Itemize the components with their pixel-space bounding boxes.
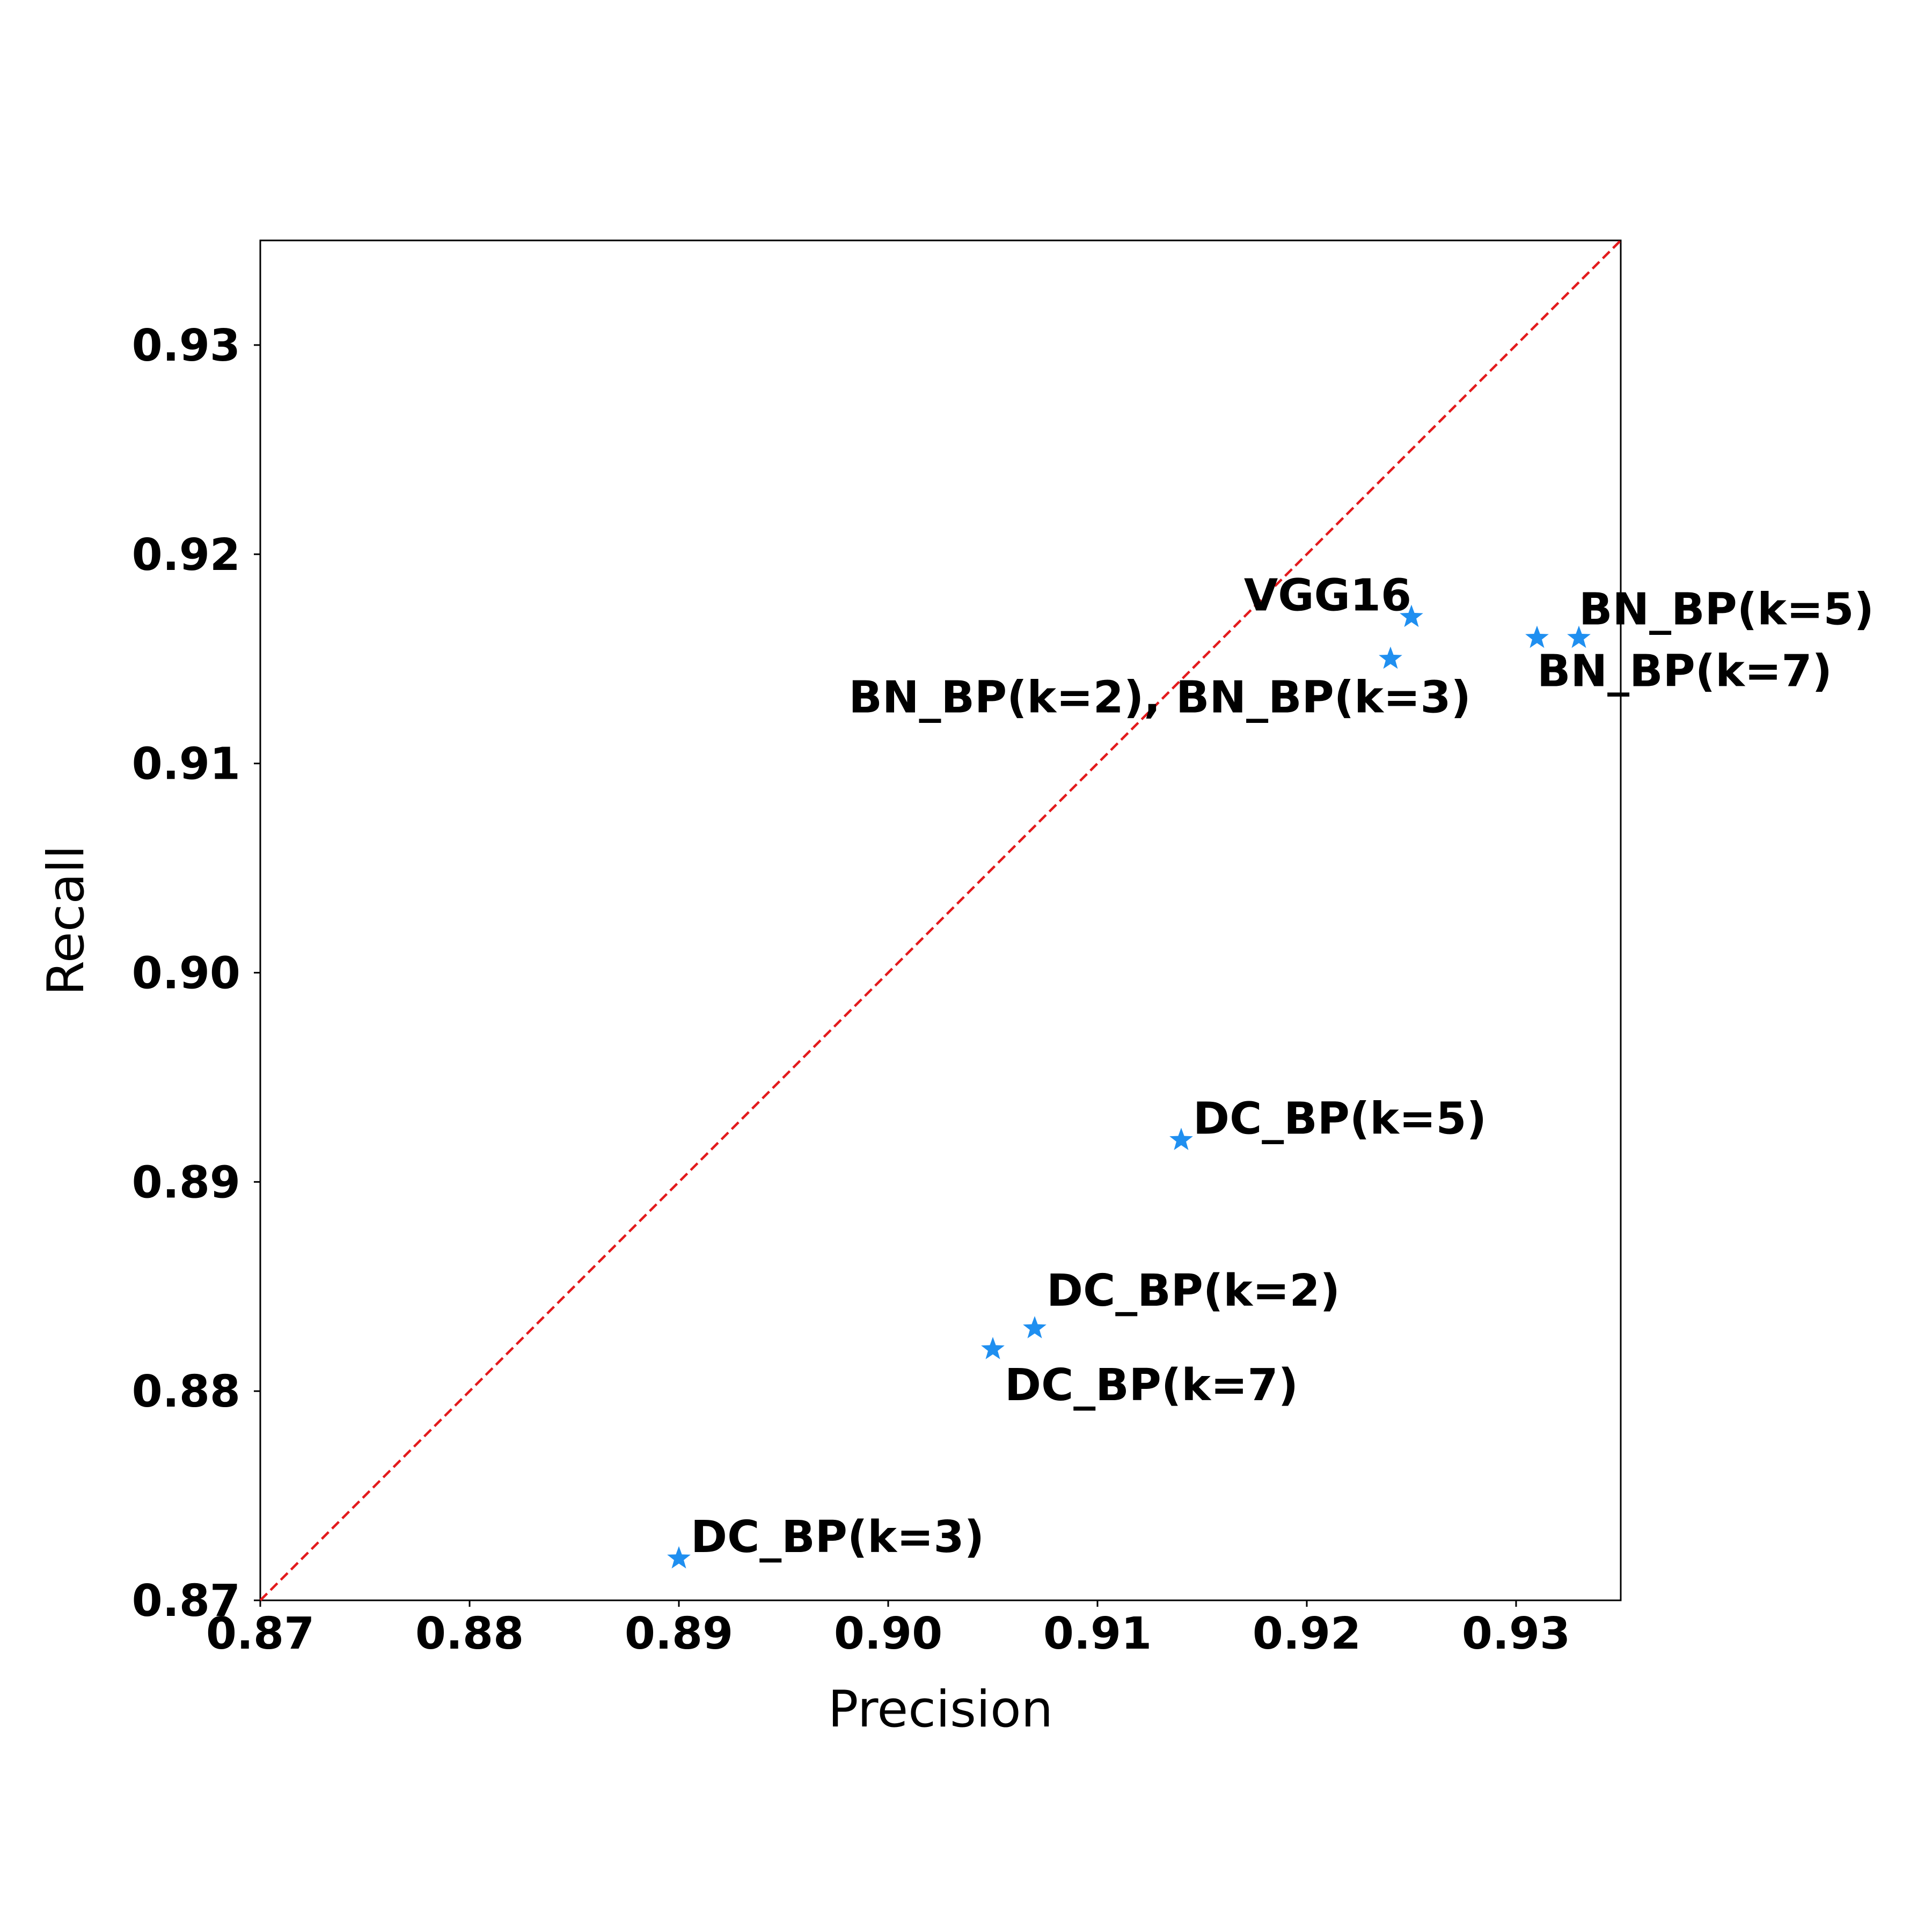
x-axis-label: Precision: [828, 1680, 1053, 1739]
x-tick-label: 0.88: [415, 1608, 524, 1659]
y-tick-label: 0.93: [132, 320, 240, 371]
x-tick-label: 0.91: [1043, 1608, 1152, 1659]
plot-area-frame: [259, 239, 1622, 1601]
point-label: DC_BP(k=7): [1005, 1360, 1298, 1411]
point-label: BN_BP(k=5): [1579, 584, 1874, 635]
star-marker: [1525, 625, 1549, 648]
star-marker: [1169, 1128, 1193, 1150]
y-tick-label: 0.89: [132, 1157, 240, 1208]
point-label: DC_BP(k=2): [1046, 1265, 1340, 1316]
y-axis-ticks: 0.87 0.88 0.89 0.90 0.91 0.92 0.93: [132, 320, 260, 1627]
star-marker: [1400, 604, 1423, 627]
star-marker: [1379, 646, 1402, 669]
diagonal-reference-line: [259, 239, 1622, 1601]
point-label: DC_BP(k=5): [1193, 1093, 1487, 1144]
point-annotations: VGG16 BN_BP(k=2), BN_BP(k=3) BN_BP(k=5) BN_…: [691, 570, 1874, 1563]
x-axis-ticks: 0.87 0.88 0.89 0.90 0.91 0.92 0.93: [206, 1600, 1570, 1659]
x-tick-label: 0.90: [834, 1608, 942, 1659]
point-label: BN_BP(k=7): [1537, 646, 1832, 697]
star-marker: [981, 1337, 1005, 1359]
y-tick-label: 0.88: [132, 1366, 240, 1417]
x-tick-label: 0.87: [206, 1608, 314, 1659]
star-marker: [1567, 625, 1591, 648]
point-label: VGG16: [1244, 570, 1411, 621]
y-tick-label: 0.90: [132, 948, 240, 999]
y-tick-label: 0.92: [132, 530, 240, 581]
x-tick-label: 0.92: [1253, 1608, 1361, 1659]
y-axis-label: Recall: [37, 845, 96, 996]
star-marker: [1023, 1316, 1046, 1338]
x-tick-label: 0.93: [1462, 1608, 1570, 1659]
point-label: DC_BP(k=3): [691, 1512, 984, 1563]
point-label: BN_BP(k=2), BN_BP(k=3): [848, 672, 1471, 723]
y-tick-label: 0.91: [132, 739, 240, 790]
data-points: [667, 604, 1591, 1569]
y-tick-label: 0.87: [132, 1576, 240, 1627]
x-tick-label: 0.89: [625, 1608, 733, 1659]
star-marker: [667, 1546, 691, 1569]
